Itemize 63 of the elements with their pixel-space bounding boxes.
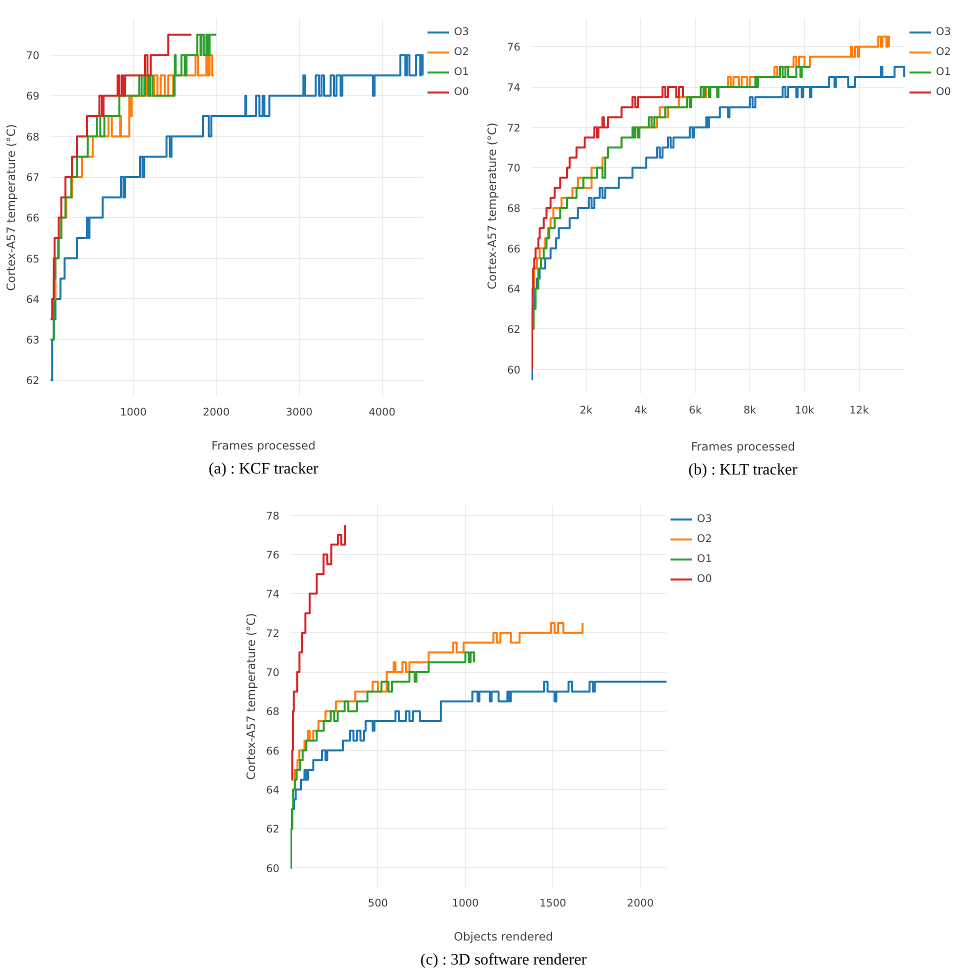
y-tick-label: 68 — [266, 706, 280, 718]
x-tick-label: 1000 — [452, 898, 479, 910]
legend-label: O0 — [454, 86, 470, 98]
y-tick-label: 62 — [266, 824, 280, 836]
x-axis-title: Frames processed — [211, 438, 316, 452]
x-tick-label: 10k — [794, 404, 816, 416]
x-tick-label: 1500 — [539, 898, 566, 910]
y-tick-label: 76 — [507, 42, 521, 54]
y-tick-label: 68 — [507, 203, 521, 216]
y-tick-label: 60 — [266, 862, 280, 875]
legend-label: O2 — [454, 46, 470, 58]
x-tick-label: 8k — [744, 404, 758, 416]
legend-label: O3 — [697, 513, 713, 525]
text: (b) : KLT tracker — [688, 462, 798, 478]
y-tick-label: 69 — [26, 90, 40, 103]
y-tick-label: 62 — [26, 375, 40, 388]
y-tick-label: 78 — [266, 510, 280, 522]
y-tick-label: 60 — [507, 364, 521, 376]
legend-label: O3 — [454, 26, 470, 38]
x-tick-label: 2000 — [626, 898, 654, 910]
y-tick-label: 70 — [26, 50, 40, 62]
y-tick-label: 64 — [266, 784, 280, 797]
x-tick-label: 2k — [580, 404, 594, 416]
x-axis-title: Objects rendered — [454, 930, 554, 944]
x-tick-label: 4000 — [368, 406, 396, 418]
legend-label: O1 — [697, 553, 713, 565]
x-tick-label: 500 — [368, 898, 388, 910]
legend-label: O3 — [936, 26, 952, 38]
x-tick-label: 6k — [688, 404, 703, 416]
text: (a) : KCF tracker — [208, 460, 320, 478]
x-axis-title: Frames processed — [690, 440, 796, 454]
y-tick-label: 72 — [266, 628, 280, 640]
y-tick-label: 70 — [507, 162, 521, 175]
x-tick-label: 2000 — [202, 406, 230, 418]
y-tick-label: 65 — [26, 253, 40, 266]
legend-label: O0 — [697, 573, 713, 585]
y-tick-label: 63 — [26, 334, 40, 347]
y-axis-title: Cortex-A57 temperature (°C) — [485, 122, 500, 290]
y-tick-label: 64 — [26, 294, 40, 306]
y-tick-label: 62 — [507, 324, 521, 336]
y-tick-label: 76 — [266, 549, 280, 562]
y-tick-label: 64 — [507, 284, 521, 296]
y-tick-label: 66 — [507, 243, 521, 256]
legend-label: O2 — [697, 533, 713, 545]
y-tick-label: 66 — [266, 745, 280, 758]
y-tick-label: 66 — [26, 212, 40, 225]
y-tick-label: 74 — [266, 588, 280, 601]
legend-label: O1 — [454, 66, 470, 78]
y-tick-label: 72 — [507, 122, 521, 134]
x-tick-label: 3000 — [286, 406, 313, 418]
y-axis-title: Cortex-A57 temperature (°C) — [244, 613, 258, 780]
y-tick-label: 68 — [26, 131, 40, 144]
x-tick-label: 12k — [849, 404, 870, 416]
x-tick-label: 1000 — [120, 406, 147, 418]
legend-label: O1 — [936, 66, 952, 78]
legend-label: O2 — [936, 46, 952, 58]
y-tick-label: 74 — [507, 82, 521, 94]
y-tick-label: 67 — [26, 172, 40, 184]
y-tick-label: 70 — [266, 667, 280, 680]
legend-label: O0 — [936, 86, 952, 98]
y-axis-title: Cortex-A57 temperature (°C) — [4, 124, 18, 291]
x-tick-label: 4k — [634, 404, 648, 416]
text: (c) : 3D software renderer — [420, 952, 588, 968]
